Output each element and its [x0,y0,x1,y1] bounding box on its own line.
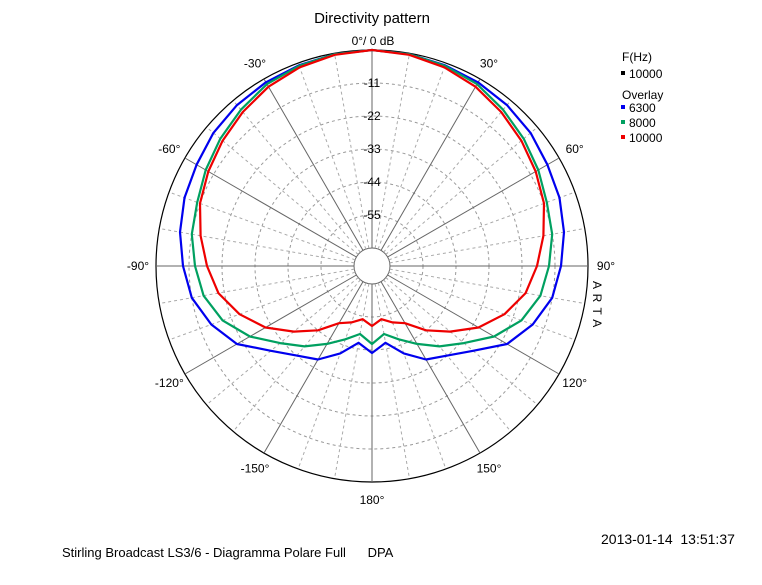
side-label: A R T A [590,281,604,328]
angle-label: -120° [155,376,184,390]
minor-spoke [159,268,355,305]
major-spoke [184,157,357,258]
minor-spoke [389,227,585,264]
minor-spoke [377,282,447,470]
axis-labels: -11 -22 -33 -44 -55 30° 60° 90° 120° 150° 180° -150… [127,56,615,507]
footer-caption: Stirling Broadcast LS3/6 - Diagramma Pol… [62,545,393,560]
minor-spoke [168,271,356,341]
legend-main-header: F(Hz) [622,50,652,64]
major-spoke [380,78,481,251]
radial-tick-label: -33 [363,142,381,156]
minor-spoke [297,62,367,250]
angle-label: 180° [360,493,385,507]
angle-label: -30° [244,56,266,70]
minor-spoke [385,126,538,255]
legend-swatch-6300 [621,105,625,109]
legend-swatch-8000 [621,120,625,124]
minor-spoke [374,53,411,249]
legend-swatch-10000 [621,135,625,139]
caption-suffix: DPA [367,545,394,560]
angle-label: -60° [158,142,180,156]
footer-timestamp: 2013-01-14 13:51:37 [601,531,735,547]
major-spoke [387,274,560,375]
angle-label: 150° [477,462,502,476]
minor-spoke [383,279,512,432]
minor-spoke [232,100,361,253]
series-group [178,48,566,361]
legend-main-swatch [621,71,625,75]
minor-spoke [374,283,411,479]
major-spoke [263,78,364,251]
minor-spoke [383,100,512,253]
inner-circle [353,247,391,285]
major-spoke [184,274,357,375]
angle-label: -90° [127,259,149,273]
minor-spoke [385,277,538,406]
radial-tick-label: -11 [364,76,381,90]
series-10000-line [198,48,546,333]
major-spoke [263,281,364,454]
legend-label-6300: 6300 [629,101,656,115]
legend-main-entry: 10000 [629,67,663,81]
minor-spoke [206,277,359,406]
minor-spoke [333,53,370,249]
series-6300-line [178,48,566,361]
major-spoke [380,281,481,454]
chart-title: Directivity pattern [314,10,430,27]
minor-spoke [388,271,576,341]
minor-spoke [159,227,355,264]
legend-overlay-header: Overlay [622,88,663,102]
angle-label: 120° [562,376,587,390]
minor-spoke [297,282,367,470]
radial-tick-label: -55 [363,208,381,222]
angle-label: 60° [566,142,584,156]
major-spoke [387,157,560,258]
angle-label: -150° [241,462,270,476]
angle-label: 30° [480,56,498,70]
top-angle-label: 0°/ 0 dB [352,34,395,48]
caption-text: Stirling Broadcast LS3/6 - Diagramma Pol… [62,545,346,560]
radial-tick-label: -22 [363,109,381,123]
minor-spoke [206,126,359,255]
legend-label-8000: 8000 [629,116,656,130]
radial-tick-label: -44 [363,175,381,189]
series-8000-line [190,48,554,348]
minor-spoke [333,283,370,479]
minor-spoke [377,62,447,250]
legend-label-10000: 10000 [629,131,663,145]
angle-label: 90° [597,259,615,273]
